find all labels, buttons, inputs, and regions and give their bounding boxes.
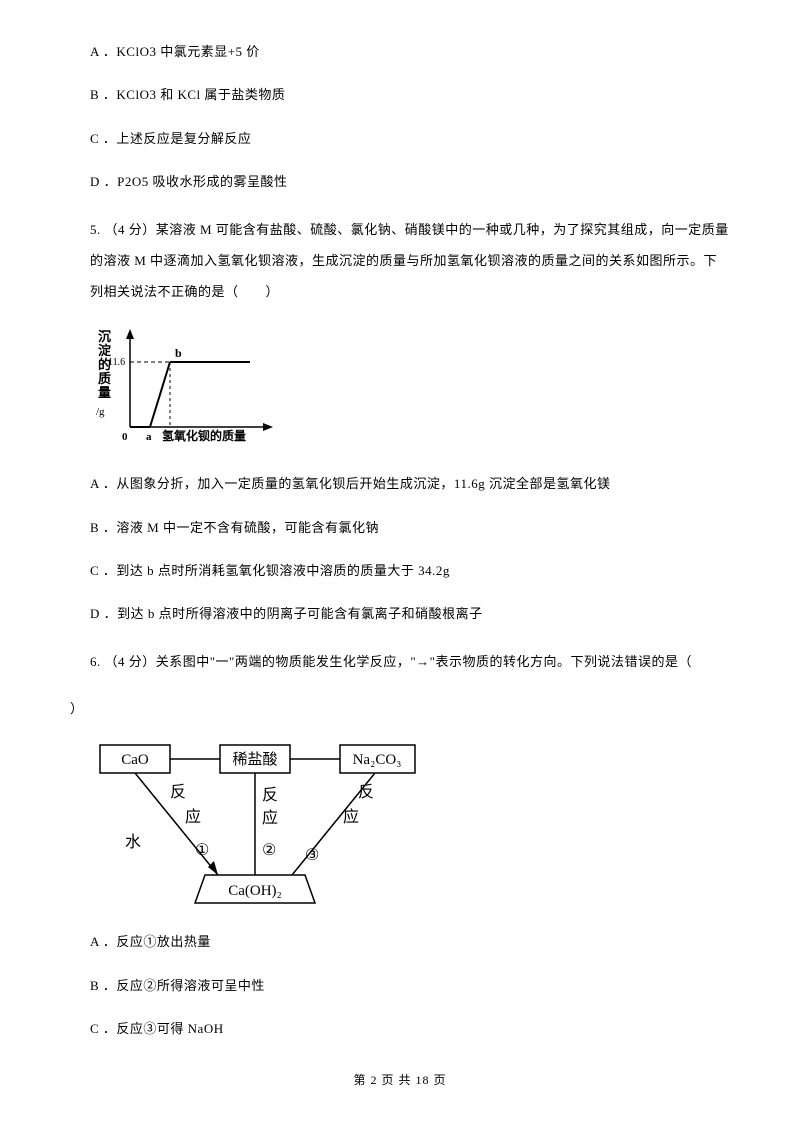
option-item: B ．KClO3 和 KCl 属于盐类物质 xyxy=(90,83,730,106)
svg-text:量: 量 xyxy=(98,385,111,400)
q6-diagram: CaO 稀盐酸 Na₂CO₃ Ca(OH)₂ 反 应 水 ① xyxy=(90,735,730,910)
option-item: A ．反应①放出热量 xyxy=(90,930,730,953)
svg-text:Na₂CO₃: Na₂CO₃ xyxy=(353,752,402,768)
svg-text:水: 水 xyxy=(125,833,141,851)
option-item: D ．到达 b 点时所得溶液中的阴离子可能含有氯离子和硝酸根离子 xyxy=(90,602,730,625)
svg-text:b: b xyxy=(175,346,182,360)
svg-text:反: 反 xyxy=(170,783,186,801)
option-item: B ．溶液 M 中一定不含有硫酸，可能含有氯化钠 xyxy=(90,516,730,539)
svg-text:CaO: CaO xyxy=(121,752,149,768)
svg-text:a: a xyxy=(146,431,152,443)
option-item: C ．到达 b 点时所消耗氢氧化钡溶液中溶质的质量大于 34.2g xyxy=(90,559,730,582)
option-item: C ．反应③可得 NaOH xyxy=(90,1017,730,1040)
svg-text:应: 应 xyxy=(262,808,278,827)
svg-text:应: 应 xyxy=(343,807,359,826)
svg-text:应: 应 xyxy=(185,807,201,826)
page-footer: 第 2 页 共 18 页 xyxy=(70,1070,730,1092)
svg-text:Ca(OH)₂: Ca(OH)₂ xyxy=(228,883,282,899)
svg-text:氢氧化钡的质量: 氢氧化钡的质量 xyxy=(162,428,246,443)
svg-text:11.6: 11.6 xyxy=(108,357,125,368)
q5-chart: 沉 淀 的 质 量 /g 11.6 b 0 a 氢氧化钡的质量 xyxy=(90,327,730,452)
svg-text:淀: 淀 xyxy=(98,343,112,358)
svg-text:/g: /g xyxy=(96,406,105,418)
question-5-text: 5. （4 分）某溶液 M 可能含有盐酸、硫酸、氯化钠、硝酸镁中的一种或几种，为… xyxy=(90,214,730,308)
option-item: B ．反应②所得溶液可呈中性 xyxy=(90,974,730,997)
svg-text:②: ② xyxy=(262,842,276,859)
question-6-text: 6. （4 分）关系图中"一"两端的物质能发生化学反应，"→"表示物质的转化方向… xyxy=(90,646,730,677)
svg-text:①: ① xyxy=(195,842,209,859)
question-6-text-end: ） xyxy=(70,697,730,720)
svg-text:稀盐酸: 稀盐酸 xyxy=(232,751,277,768)
option-item: D ．P2O5 吸收水形成的雾呈酸性 xyxy=(90,170,730,193)
svg-text:质: 质 xyxy=(98,371,111,386)
option-item: A ．KClO3 中氯元素显+5 价 xyxy=(90,40,730,63)
svg-text:反: 反 xyxy=(262,786,278,804)
option-item: A ．从图象分折，加入一定质量的氢氧化钡后开始生成沉淀，11.6g 沉淀全部是氢… xyxy=(90,472,730,495)
option-item: C ．上述反应是复分解反应 xyxy=(90,127,730,150)
svg-text:③: ③ xyxy=(305,847,319,864)
svg-text:沉: 沉 xyxy=(98,329,111,344)
svg-text:反: 反 xyxy=(358,783,374,801)
svg-text:0: 0 xyxy=(122,431,128,443)
